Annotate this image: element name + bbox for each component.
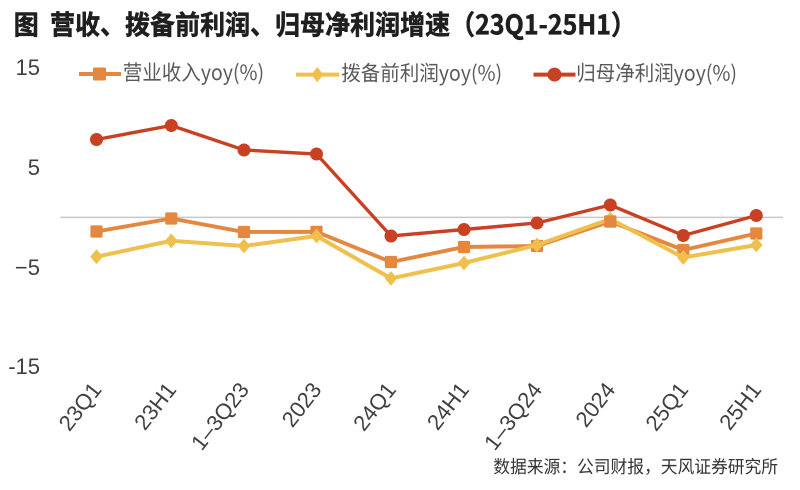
svg-text:−5: −5 bbox=[15, 255, 40, 280]
svg-text:15: 15 bbox=[16, 55, 40, 80]
svg-text:-15: -15 bbox=[8, 354, 40, 379]
svg-text:5: 5 bbox=[28, 155, 40, 180]
